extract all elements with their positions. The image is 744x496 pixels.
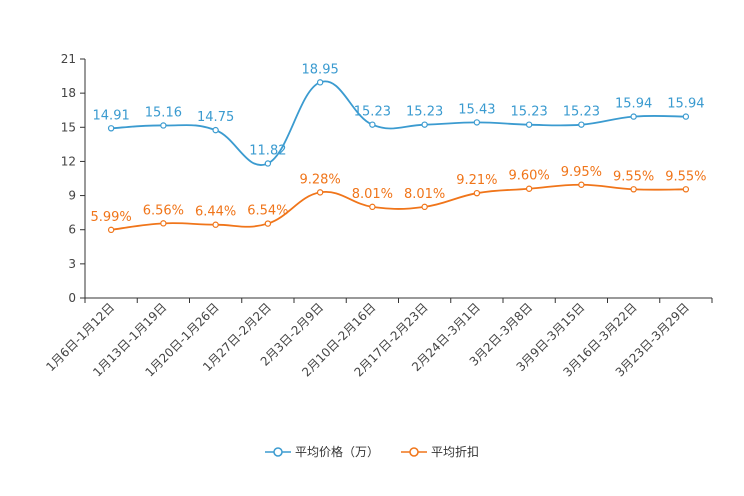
legend-item-price[interactable]: 平均价格（万） [264,443,379,460]
data-point-0 [630,113,637,120]
y-tick-label: 0 [68,291,76,305]
data-label-1: 9.55% [665,169,706,184]
y-tick-label: 21 [61,52,76,66]
data-label-0: 15.23 [406,105,443,120]
data-label-0: 15.23 [354,105,391,120]
data-point-0 [160,122,167,129]
data-label-1: 9.55% [613,169,654,184]
data-label-1: 8.01% [404,187,445,202]
data-point-0 [316,79,324,86]
data-label-0: 15.94 [615,97,652,112]
data-point-1 [212,221,219,228]
data-point-1 [473,189,481,197]
data-point-1 [160,220,167,227]
data-point-0 [107,125,115,132]
data-label-1: 6.56% [143,203,184,218]
data-label-1: 9.95% [561,165,602,180]
data-label-0: 11.82 [249,143,286,158]
data-label-1: 9.21% [456,173,497,188]
data-label-0: 15.43 [458,102,495,117]
data-label-0: 18.95 [302,62,339,77]
data-point-1 [578,181,585,188]
data-label-1: 6.44% [195,205,236,220]
data-label-1: 9.60% [508,169,549,184]
data-point-0 [682,113,690,120]
data-point-0 [369,121,376,128]
data-label-1: 8.01% [352,187,393,202]
legend-item-discount[interactable]: 平均折扣 [401,443,479,460]
data-label-0: 14.75 [197,110,234,125]
data-label-0: 15.16 [145,105,182,120]
legend: 平均价格（万） 平均折扣 [0,443,744,460]
y-tick-label: 6 [68,223,76,237]
data-point-1 [525,185,533,192]
y-tick-label: 9 [68,189,76,203]
data-point-0 [473,119,481,126]
legend-discount-marker-icon [401,446,427,457]
data-point-0 [525,121,533,128]
legend-price-label: 平均价格（万） [294,445,379,459]
data-point-0 [421,121,428,128]
data-point-0 [264,160,272,167]
legend-discount-label: 平均折扣 [431,445,480,459]
series-line-1 [111,183,686,231]
data-label-1: 9.28% [299,172,340,187]
data-point-1 [630,186,637,193]
data-point-1 [682,186,690,193]
data-point-0 [212,126,219,134]
data-point-1 [369,203,376,211]
data-point-1 [421,203,428,211]
y-tick-label: 18 [61,86,76,100]
data-point-1 [316,189,324,196]
data-point-1 [264,220,272,227]
data-label-1: 5.99% [90,210,131,225]
y-tick-label: 15 [61,120,76,134]
data-point-0 [578,121,585,128]
data-label-0: 15.94 [667,97,704,112]
data-label-0: 14.91 [93,108,130,123]
data-label-0: 15.23 [563,105,600,120]
y-tick-label: 12 [61,154,76,168]
y-tick-label: 3 [68,257,76,271]
data-label-0: 15.23 [511,105,548,120]
data-point-1 [107,226,115,234]
data-label-1: 6.54% [247,204,288,219]
legend-price-marker-icon [264,446,291,457]
series-layer: 14.91 15.16 14.75 11.82 18.95 15.23 15.23 15.43… [90,62,707,234]
